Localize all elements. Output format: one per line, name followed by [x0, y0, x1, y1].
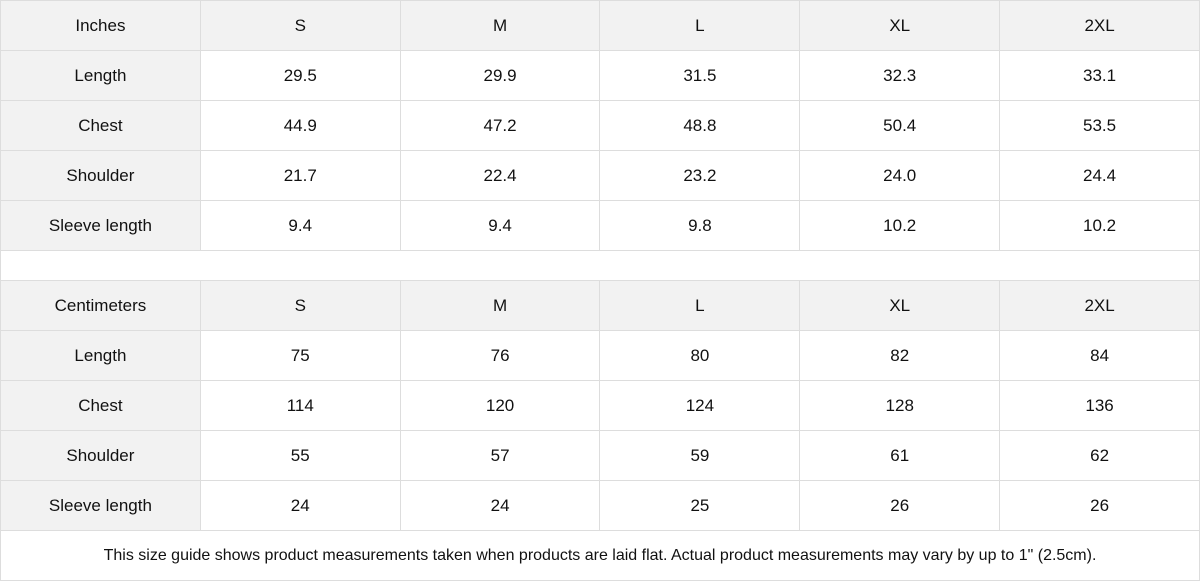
size-header: M — [399, 0, 601, 51]
measurement-value: 23.2 — [599, 150, 801, 201]
measurement-value: 32.3 — [799, 50, 1001, 101]
measurement-value: 29.5 — [199, 50, 401, 101]
size-header: 2XL — [999, 280, 1200, 331]
measurement-value: 59 — [599, 430, 801, 481]
measurement-value: 10.2 — [799, 200, 1001, 251]
size-header: L — [599, 0, 801, 51]
size-header: M — [399, 280, 601, 331]
size-header: L — [599, 280, 801, 331]
size-guide-note: This size guide shows product measuremen… — [0, 530, 1200, 581]
table-row: Sleeve length 9.4 9.4 9.8 10.2 10.2 — [0, 200, 1200, 251]
measurement-value: 128 — [799, 380, 1001, 431]
measurement-value: 80 — [599, 330, 801, 381]
measurement-value: 75 — [199, 330, 401, 381]
measurement-value: 9.4 — [399, 200, 601, 251]
header-row: Inches S M L XL 2XL — [0, 0, 1200, 51]
size-header: S — [199, 0, 401, 51]
table-row: Sleeve length 24 24 25 26 26 — [0, 480, 1200, 531]
measurement-value: 21.7 — [199, 150, 401, 201]
header-row: Centimeters S M L XL 2XL — [0, 280, 1200, 331]
measurement-value: 53.5 — [999, 100, 1200, 151]
measurement-value: 124 — [599, 380, 801, 431]
measurement-value: 114 — [199, 380, 401, 431]
size-header: S — [199, 280, 401, 331]
measurement-value: 26 — [999, 480, 1200, 531]
measurement-value: 33.1 — [999, 50, 1200, 101]
table-row: Shoulder 21.7 22.4 23.2 24.0 24.4 — [0, 150, 1200, 201]
spacer-cell — [0, 250, 1200, 281]
table-row: Length 75 76 80 82 84 — [0, 330, 1200, 381]
measurement-value: 24 — [199, 480, 401, 531]
measurement-value: 24.0 — [799, 150, 1001, 201]
unit-header: Centimeters — [0, 280, 201, 331]
measurement-label: Shoulder — [0, 430, 201, 481]
measurement-label: Length — [0, 330, 201, 381]
measurement-value: 24 — [399, 480, 601, 531]
size-header: 2XL — [999, 0, 1200, 51]
measurement-value: 24.4 — [999, 150, 1200, 201]
measurement-label: Chest — [0, 100, 201, 151]
measurement-value: 25 — [599, 480, 801, 531]
measurement-value: 26 — [799, 480, 1001, 531]
unit-header: Inches — [0, 0, 201, 51]
measurement-value: 136 — [999, 380, 1200, 431]
measurement-value: 120 — [399, 380, 601, 431]
table-row: Shoulder 55 57 59 61 62 — [0, 430, 1200, 481]
measurement-value: 57 — [399, 430, 601, 481]
measurement-value: 50.4 — [799, 100, 1001, 151]
measurement-value: 76 — [399, 330, 601, 381]
measurement-value: 48.8 — [599, 100, 801, 151]
table-row: Length 29.5 29.9 31.5 32.3 33.1 — [0, 50, 1200, 101]
measurement-value: 29.9 — [399, 50, 601, 101]
measurement-value: 47.2 — [399, 100, 601, 151]
measurement-label: Shoulder — [0, 150, 201, 201]
size-header: XL — [799, 0, 1001, 51]
measurement-label: Sleeve length — [0, 200, 201, 251]
measurement-value: 82 — [799, 330, 1001, 381]
measurement-value: 84 — [999, 330, 1200, 381]
spacer-row — [0, 250, 1200, 281]
measurement-value: 44.9 — [199, 100, 401, 151]
measurement-value: 10.2 — [999, 200, 1200, 251]
note-row: This size guide shows product measuremen… — [0, 530, 1200, 581]
measurement-value: 55 — [199, 430, 401, 481]
measurement-label: Sleeve length — [0, 480, 201, 531]
measurement-value: 31.5 — [599, 50, 801, 101]
measurement-value: 9.8 — [599, 200, 801, 251]
measurement-label: Length — [0, 50, 201, 101]
measurement-value: 62 — [999, 430, 1200, 481]
table-row: Chest 44.9 47.2 48.8 50.4 53.5 — [0, 100, 1200, 151]
size-header: XL — [799, 280, 1001, 331]
table-row: Chest 114 120 124 128 136 — [0, 380, 1200, 431]
measurement-label: Chest — [0, 380, 201, 431]
measurement-value: 61 — [799, 430, 1001, 481]
measurement-value: 9.4 — [199, 200, 401, 251]
measurement-value: 22.4 — [399, 150, 601, 201]
